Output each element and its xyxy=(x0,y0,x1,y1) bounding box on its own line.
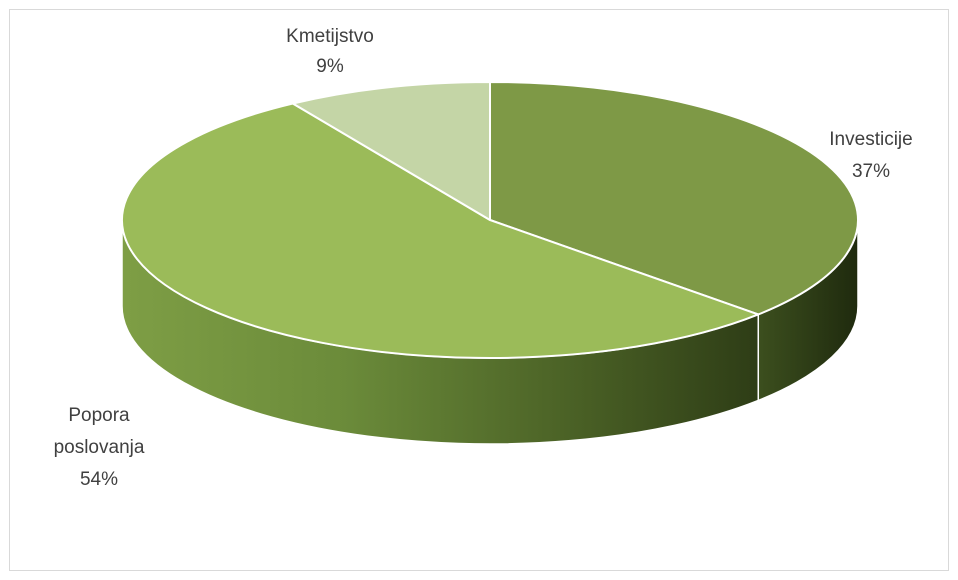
slice-value-popora: 54% xyxy=(80,469,118,490)
slice-label-investicije: Investicije xyxy=(829,129,912,150)
slice-label-popora-line1: Popora xyxy=(68,405,130,426)
slice-label-popora-line2: poslovanja xyxy=(54,437,145,458)
pie-slice-popora-poslovanja xyxy=(121,102,760,359)
pie-slice-investicije xyxy=(489,81,859,316)
slice-value-investicije: 37% xyxy=(852,161,890,182)
slice-value-kmetijstvo: 9% xyxy=(316,56,344,77)
pie-slice-kmetijstvo xyxy=(291,81,491,221)
slice-label-kmetijstvo: Kmetijstvo xyxy=(286,26,374,47)
